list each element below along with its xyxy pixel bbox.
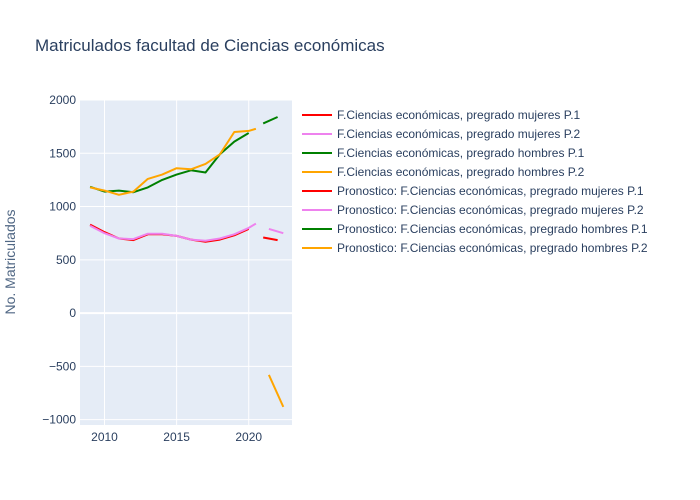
- legend-label: Pronostico: F.Ciencias económicas, pregr…: [337, 241, 648, 255]
- x-tick-label: 2010: [91, 430, 118, 444]
- x-tick-label: 2015: [163, 430, 190, 444]
- y-axis-ticks: −1000 −500 0 500 1000 1500 2000: [42, 93, 76, 427]
- chart-title: Matriculados facultad de Ciencias económ…: [35, 36, 385, 55]
- y-tick-label: 2000: [49, 93, 76, 107]
- series-line: [268, 227, 284, 235]
- y-tick-label: 500: [56, 253, 76, 267]
- grid: [80, 99, 292, 425]
- x-tick-label: 2020: [235, 430, 262, 444]
- series-line: [262, 116, 279, 125]
- y-tick-label: 1000: [49, 200, 76, 214]
- y-tick-label: −1000: [42, 413, 76, 427]
- legend-label: F.Ciencias económicas, pregrado hombres …: [337, 165, 585, 179]
- y-tick-label: 0: [69, 306, 76, 320]
- legend-item[interactable]: F.Ciencias económicas, pregrado hombres …: [302, 146, 585, 160]
- legend-item[interactable]: F.Ciencias económicas, pregrado hombres …: [302, 165, 585, 179]
- plot-area: [80, 100, 292, 425]
- series-line: [263, 236, 278, 242]
- legend-label: F.Ciencias económicas, pregrado hombres …: [337, 146, 585, 160]
- legend: F.Ciencias económicas, pregrado mujeres …: [302, 108, 648, 255]
- legend-item[interactable]: Pronostico: F.Ciencias económicas, pregr…: [302, 222, 648, 236]
- series-line: [89, 222, 257, 242]
- y-tick-label: 1500: [49, 146, 76, 160]
- y-tick-label: −500: [49, 359, 76, 373]
- series-lines: [89, 116, 285, 408]
- legend-item[interactable]: Pronostico: F.Ciencias económicas, pregr…: [302, 184, 644, 198]
- legend-label: Pronostico: F.Ciencias económicas, pregr…: [337, 222, 648, 236]
- legend-label: Pronostico: F.Ciencias económicas, pregr…: [337, 203, 644, 217]
- legend-label: Pronostico: F.Ciencias económicas, pregr…: [337, 184, 644, 198]
- x-axis-ticks: 2010 2015 2020: [91, 430, 262, 444]
- legend-item[interactable]: Pronostico: F.Ciencias económicas, pregr…: [302, 241, 648, 255]
- y-axis-title: No. Matriculados: [2, 209, 18, 314]
- legend-item[interactable]: F.Ciencias económicas, pregrado mujeres …: [302, 127, 581, 141]
- legend-label: F.Ciencias económicas, pregrado mujeres …: [337, 108, 581, 122]
- series-line: [89, 127, 257, 196]
- series-line: [267, 374, 285, 408]
- legend-item[interactable]: F.Ciencias económicas, pregrado mujeres …: [302, 108, 581, 122]
- legend-label: F.Ciencias económicas, pregrado mujeres …: [337, 127, 581, 141]
- legend-item[interactable]: Pronostico: F.Ciencias económicas, pregr…: [302, 203, 644, 217]
